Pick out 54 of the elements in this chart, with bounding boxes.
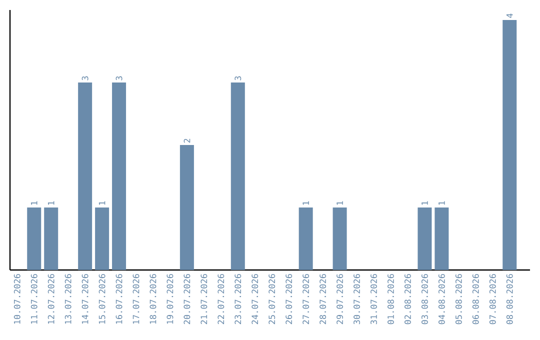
data-label: 1 [422,201,428,205]
x-tick-label: 29.07.2026 [336,274,344,324]
x-tick-label: 12.07.2026 [48,274,54,324]
bar [502,20,517,270]
x-tick-label: 06.08.2026 [472,274,479,324]
x-tick-label: 08.08.2026 [506,274,513,324]
x-tick-label: 02.08.2026 [404,274,411,324]
data-label: 1 [302,201,309,205]
data-label: 1 [31,201,38,205]
x-tick-label: 13.07.2026 [64,274,72,324]
x-tick-label: 20.07.2026 [184,274,190,324]
x-tick-label: 27.07.2026 [302,274,310,324]
bar [78,82,92,270]
bar [434,207,449,270]
x-tick-label: 14.07.2026 [82,274,88,324]
data-label: 3 [234,76,242,80]
x-tick-label: 30.07.2026 [354,274,360,324]
data-label: 1 [438,201,445,205]
x-tick-label: 10.07.2026 [14,274,20,324]
data-label: 1 [98,201,106,205]
x-tick-label: 01.08.2026 [388,274,394,324]
x-tick-label: 03.08.2026 [421,274,428,324]
bar [332,207,347,270]
data-label: 2 [184,138,190,143]
data-label: 3 [82,76,88,80]
data-label: 1 [336,201,343,205]
bar [27,207,42,270]
data-label: 1 [48,201,54,205]
x-tick-label: 25.07.2026 [268,274,276,324]
x-tick-label: 15.07.2026 [98,274,106,324]
x-tick-label: 22.07.2026 [218,274,224,324]
x-tick-label: 28.07.2026 [320,274,326,324]
x-tick-label: 31.07.2026 [370,274,377,324]
x-tick-label: 05.08.2026 [455,274,462,324]
bar [95,207,110,270]
x-tick-label: 18.07.2026 [150,274,156,324]
data-label: 3 [116,76,122,80]
x-tick-label: 04.08.2026 [438,274,445,324]
x-tick-label: 23.07.2026 [234,274,242,324]
x-tick-label: 11.07.2026 [30,274,38,324]
bar [112,82,126,270]
x-tick-label: 26.07.2026 [286,274,292,324]
bar [298,207,313,270]
bar [44,207,58,270]
bar [418,207,432,270]
x-tick-label: 17.07.2026 [132,274,140,324]
bar [180,144,194,270]
data-label: 4 [506,14,513,18]
x-tick-label: 16.07.2026 [116,274,122,324]
x-tick-label: 24.07.2026 [252,274,258,324]
x-tick-label: 07.08.2026 [489,274,496,324]
x-tick-label: 19.07.2026 [166,274,174,324]
bar [230,82,245,270]
x-tick-label: 21.07.2026 [200,274,208,324]
